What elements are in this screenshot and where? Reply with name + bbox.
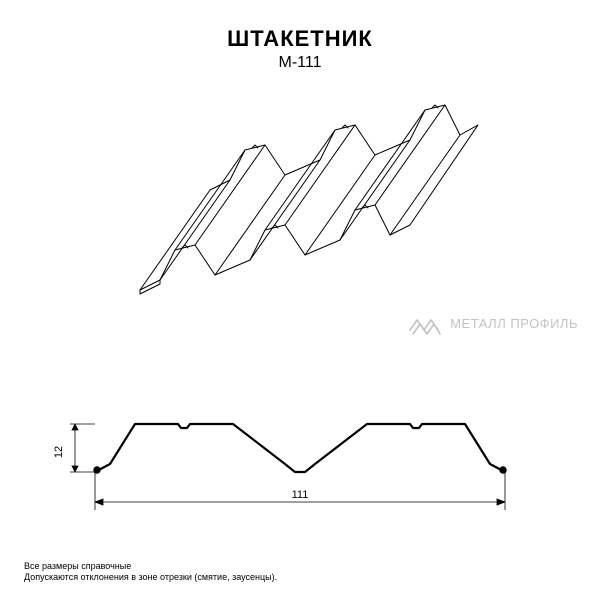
isometric-drawing [120, 80, 480, 320]
brand-watermark-text: МЕТАЛЛ ПРОФИЛЬ [450, 317, 578, 331]
dim-width-label: 111 [292, 489, 309, 501]
product-title: ШТАКЕТНИК [24, 26, 576, 52]
brand-watermark: МЕТАЛЛ ПРОФИЛЬ [408, 310, 578, 338]
dim-height-label: 12 [53, 446, 65, 458]
cross-section-view: 12 111 [24, 410, 576, 540]
isometric-view [24, 80, 576, 340]
footnote-line-1: Все размеры справочные [24, 561, 576, 573]
product-model: М-111 [24, 54, 576, 72]
page: ШТАКЕТНИК М-111 [0, 0, 600, 600]
footnotes: Все размеры справочные Допускаются откло… [24, 561, 576, 584]
cross-section-drawing: 12 111 [40, 410, 560, 540]
brand-logo-icon [408, 310, 442, 338]
footnote-line-2: Допускаются отклонения в зоне отрезки (с… [24, 572, 576, 584]
